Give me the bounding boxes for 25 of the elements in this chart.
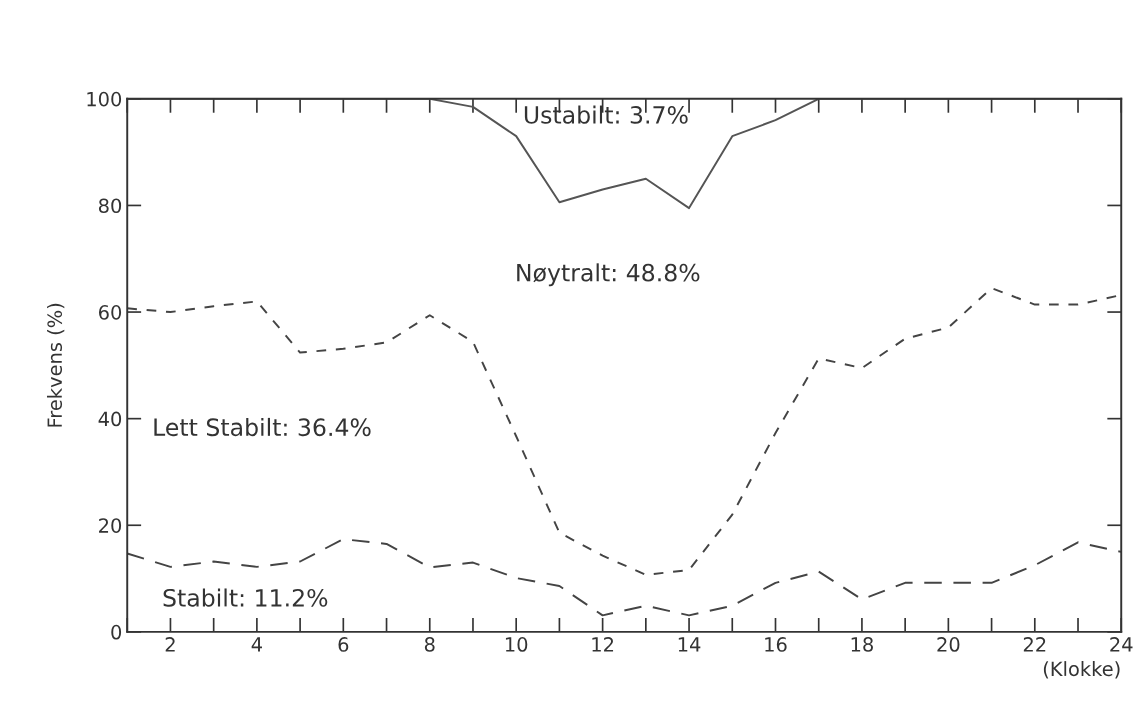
annotation: Nøytralt: 48.8% [517,263,700,287]
x-axis-title: (Klokke) [1043,661,1120,679]
x-tick-label: 20 [937,637,960,652]
x-tick-label: 10 [505,637,528,652]
annotation: Stabilt: 11.2% [163,588,328,607]
x-tick-label: 18 [851,637,873,652]
x-tick-label: 16 [765,637,787,652]
annotation: Ustabilt: 3.7% [524,105,688,124]
y-tick-label: 100 [87,91,122,107]
line-series [127,538,1122,617]
y-tick-label: 0 [111,624,122,640]
x-tick-label: 14 [678,637,701,652]
annotation: Lett Stabilt: 36.4% [154,417,371,437]
x-tick-label: 12 [592,637,614,652]
x-tick-label: 4 [251,637,262,652]
y-tick-label: 80 [98,198,122,214]
x-tick-label: 2 [165,637,175,652]
x-tick-label: 8 [424,637,435,652]
x-tick-label: 6 [338,637,349,652]
y-axis-title: Frekvens (%) [46,303,65,427]
x-tick-label: 22 [1023,637,1046,652]
y-tick-label: 20 [99,518,122,533]
x-tick-label: 24 [1110,637,1133,652]
y-tick-label: 40 [98,411,122,427]
y-tick-label: 60 [98,305,122,320]
